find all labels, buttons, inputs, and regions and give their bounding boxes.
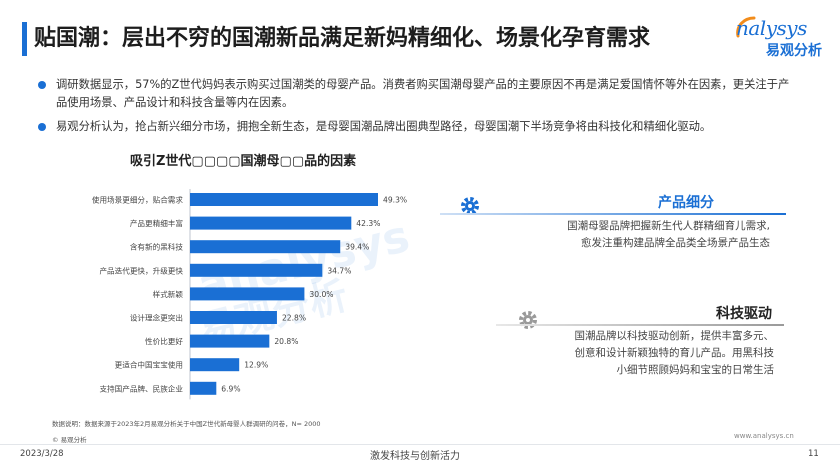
bar — [190, 287, 305, 301]
summary-bullets: 调研数据显示，57%的Z世代妈妈表示购买过国潮类的母婴产品。消费者购买国潮母婴产… — [36, 76, 796, 142]
bullet-item: 调研数据显示，57%的Z世代妈妈表示购买过国潮类的母婴产品。消费者购买国潮母婴产… — [36, 76, 796, 112]
chart-title: 吸引Z世代▢▢▢▢国潮母▢▢品的因素 — [130, 154, 357, 169]
bar — [190, 311, 277, 324]
card-text-product-segmentation: 国潮母婴品牌把握新生代人群精细育儿需求, 愈发注重构建品牌全品类全场景产品生态 — [440, 218, 770, 252]
bar — [190, 193, 378, 206]
bar — [190, 240, 341, 254]
footer-slogan: 激发科技与创新活力 — [370, 451, 460, 462]
card-divider — [496, 324, 784, 326]
card-line: 愈发注重构建品牌全品类全场景产品生态 — [581, 237, 770, 249]
category-label: 设计理念更突出 — [130, 313, 183, 323]
category-label: 支持国产品牌、民族企业 — [99, 383, 183, 393]
card-line: 国潮母婴品牌把握新生代人群精细育儿需求, — [567, 220, 770, 232]
bar — [190, 263, 323, 277]
bar — [190, 334, 270, 348]
value-label: 6.9% — [221, 384, 240, 393]
card-line: 国潮品牌以科技驱动创新，提供丰富多元、 — [574, 330, 775, 342]
card-heading-product-segmentation: 产品细分 — [658, 195, 714, 211]
category-label: 使用场景更细分，贴合需求 — [92, 195, 184, 205]
copyright: © 易观分析 — [52, 436, 87, 444]
bullet-text: 调研数据显示，57%的Z世代妈妈表示购买过国潮类的母婴产品。消费者购买国潮母婴产… — [56, 78, 790, 109]
value-label: 20.8% — [274, 337, 298, 346]
value-label: 12.9% — [244, 361, 268, 370]
card-heading-tech-driven: 科技驱动 — [716, 306, 772, 322]
bullet-dot-icon — [38, 81, 46, 89]
category-label: 更适合中国宝宝使用 — [115, 360, 183, 370]
analysys-logo: nalysys 易观分析 — [732, 14, 828, 62]
page-number: 11 — [808, 449, 819, 459]
card-line: 小细节照顾妈妈和宝宝的日常生活 — [616, 364, 775, 376]
page-title: 贴国潮：层出不穷的国潮新品满足新妈精细化、场景化孕育需求 — [34, 26, 651, 51]
category-label: 样式新颖 — [153, 289, 184, 299]
bullet-text: 易观分析认为，抢占新兴细分市场，拥抱全新生态，是母婴国潮品牌出圈典型路径，母婴国… — [56, 120, 712, 133]
value-label: 30.0% — [309, 290, 333, 299]
gear-icon — [519, 311, 537, 329]
value-label: 39.4% — [345, 243, 369, 252]
bar — [190, 216, 352, 230]
card-divider — [440, 213, 786, 215]
bullet-item: 易观分析认为，抢占新兴细分市场，拥抱全新生态，是母婴国潮品牌出圈典型路径，母婴国… — [36, 118, 796, 136]
gear-icon — [461, 197, 479, 215]
value-label: 42.3% — [356, 219, 380, 228]
category-label: 含有新的黑科技 — [130, 242, 184, 252]
card-text-tech-driven: 国潮品牌以科技驱动创新，提供丰富多元、 创意和设计新颖独特的育儿产品。用黑科技 … — [496, 328, 775, 379]
logo-arc-icon — [736, 16, 756, 38]
value-label: 49.3% — [383, 196, 407, 205]
bar — [190, 358, 240, 372]
card-line: 创意和设计新颖独特的育儿产品。用黑科技 — [574, 347, 775, 359]
logo-text-cn: 易观分析 — [766, 43, 822, 59]
title-accent-bar — [22, 22, 27, 56]
footer-divider — [0, 444, 840, 445]
bullet-dot-icon — [38, 123, 46, 131]
value-label: 34.7% — [327, 266, 351, 275]
value-label: 22.8% — [282, 314, 306, 323]
footer-date: 2023/3/28 — [20, 449, 64, 459]
website-url: www.analysys.cn — [734, 432, 794, 440]
logo-text-en: nalysys — [736, 16, 807, 40]
category-label: 产品更精细丰富 — [130, 218, 183, 228]
bar — [190, 381, 217, 395]
category-label: 产品迭代更快，升级更快 — [99, 265, 183, 275]
category-label: 性价比更好 — [145, 336, 183, 346]
data-source-note: 数据说明：数据来源于2023年2月易观分析关于中国Z世代新母婴人群调研的问卷，N… — [52, 420, 321, 428]
